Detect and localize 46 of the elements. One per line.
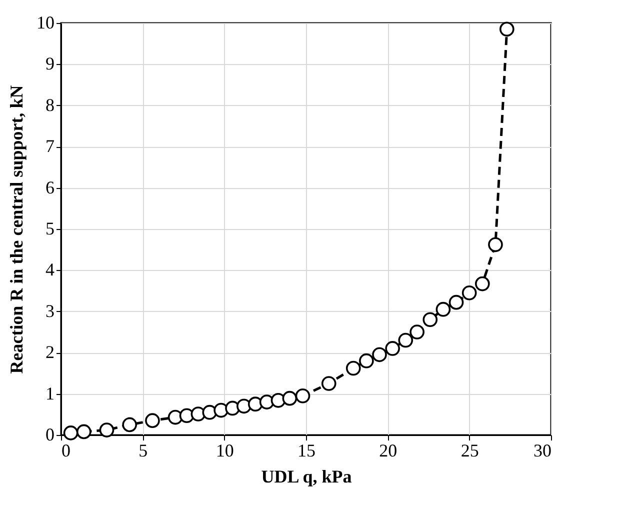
point bbox=[259, 394, 274, 410]
point bbox=[422, 312, 438, 328]
x-tick-label: 5 bbox=[138, 440, 148, 460]
point bbox=[63, 426, 78, 440]
x-tick-label: 25 bbox=[460, 440, 479, 460]
y-tick-label: 3 bbox=[46, 300, 54, 321]
y-tick-label: 2 bbox=[46, 342, 54, 362]
point bbox=[474, 276, 490, 292]
point bbox=[372, 347, 387, 362]
point bbox=[488, 237, 503, 252]
point bbox=[385, 341, 400, 356]
y-tick-label: 4 bbox=[46, 260, 54, 280]
point bbox=[214, 402, 228, 418]
y-tick-label: 6 bbox=[46, 177, 54, 198]
y-tick-label: 7 bbox=[46, 136, 54, 156]
y-tick-label: 8 bbox=[46, 94, 54, 115]
y-tick-label: 0 bbox=[46, 424, 54, 444]
point bbox=[499, 22, 514, 37]
point bbox=[321, 376, 336, 391]
point bbox=[145, 413, 160, 428]
point bbox=[236, 398, 252, 414]
x-tick-label: 10 bbox=[216, 440, 234, 460]
y-axis-title: Reaction R in the central support, kN bbox=[6, 85, 26, 374]
point bbox=[398, 332, 414, 348]
point bbox=[462, 285, 477, 300]
x-axis-title: UDL q, kPa bbox=[261, 466, 352, 486]
x-tick-label: 0 bbox=[62, 440, 70, 460]
y-tick-label: 10 bbox=[36, 12, 54, 32]
y-tick-label: 1 bbox=[46, 383, 54, 404]
point bbox=[436, 302, 451, 317]
point bbox=[295, 388, 310, 404]
point bbox=[76, 424, 92, 440]
y-tick-label: 5 bbox=[46, 218, 54, 238]
point bbox=[359, 353, 374, 368]
point bbox=[346, 360, 361, 376]
point bbox=[248, 396, 263, 412]
x-tick-label: 20 bbox=[379, 440, 398, 460]
x-tick-label: 15 bbox=[298, 440, 316, 460]
x-tick-label: 30 bbox=[534, 440, 552, 460]
point bbox=[122, 417, 138, 432]
point bbox=[225, 400, 240, 416]
point bbox=[282, 390, 298, 406]
point bbox=[99, 422, 114, 438]
point bbox=[448, 294, 464, 310]
y-tick-label: 9 bbox=[46, 54, 54, 74]
point bbox=[410, 324, 424, 340]
